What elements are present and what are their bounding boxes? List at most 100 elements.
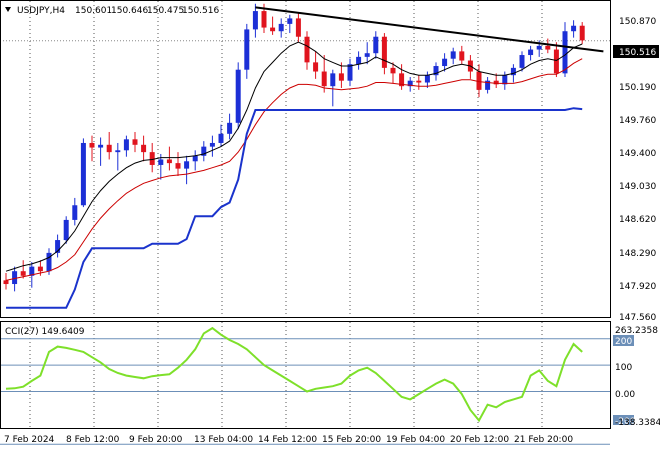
resistance-trendline: [255, 6, 604, 53]
candle-body: [115, 150, 121, 153]
candle-body: [106, 144, 112, 153]
candle-body: [72, 205, 78, 220]
candle-body: [476, 71, 482, 90]
candle-body: [416, 80, 422, 83]
candle-body: [579, 25, 585, 41]
current-price-label: 150.516: [619, 48, 656, 58]
price-tick-label: 149.760: [619, 116, 656, 126]
time-label: 19 Feb 04:00: [386, 435, 445, 445]
time-label: 7 Feb 2024: [4, 435, 55, 445]
price-tick-label: 150.190: [619, 83, 656, 93]
candle-body: [536, 45, 542, 50]
candle-body: [270, 27, 276, 32]
cci-level-label: -200: [615, 417, 636, 427]
candle-body: [313, 62, 319, 72]
candle-body: [141, 144, 147, 153]
candle-body: [80, 142, 86, 206]
candle-body: [166, 159, 172, 164]
cci-level-label: 0.00: [615, 390, 635, 400]
candle-body: [235, 69, 241, 123]
time-label: 9 Feb 20:00: [129, 435, 183, 445]
price-axis: 150.870 150.190 149.760 149.400 149.030 …: [613, 17, 659, 323]
time-label: 21 Feb 20:00: [514, 435, 573, 445]
candle-body: [304, 36, 310, 63]
candle-body: [227, 122, 233, 134]
candle-body: [55, 240, 61, 253]
candle-body: [519, 55, 525, 68]
candle-body: [149, 152, 155, 165]
candle-body: [510, 67, 516, 76]
price-tick-label: 149.400: [619, 149, 656, 159]
symbol-label: USDJPY,H4: [17, 6, 65, 16]
cci-label: CCI(27) 149.6409: [5, 327, 85, 337]
price-tick-label: 149.030: [619, 182, 656, 192]
low-value: 150.475: [147, 6, 184, 16]
cci-level-label: 100: [615, 363, 632, 373]
moving-average-lines: [5, 6, 604, 309]
cci-series: [5, 326, 583, 423]
candle-body: [381, 36, 387, 68]
candle-body: [390, 67, 396, 74]
cci-axis-min: -138.3384: [615, 418, 660, 428]
candle-body: [278, 23, 284, 32]
price-tick-label: 147.560: [619, 313, 656, 323]
candle-body: [407, 80, 413, 87]
cci-line: [5, 326, 583, 423]
candle-body: [485, 80, 491, 90]
candle-body: [252, 11, 258, 30]
candle-body: [218, 133, 224, 143]
candle-body: [158, 159, 164, 165]
candle-body: [399, 73, 405, 87]
candle-body: [502, 75, 508, 85]
candle-body: [12, 271, 18, 285]
candle-body: [571, 25, 577, 32]
cci-level-label: 200: [615, 337, 632, 347]
indicator-labels: CCI(27) 149.6409 263.2358 200 100 0.00 -…: [5, 326, 660, 428]
open-value: 150.601: [75, 6, 112, 16]
candle-body: [433, 66, 439, 76]
time-label: 15 Feb 20:00: [322, 435, 381, 445]
candle-body: [98, 144, 104, 148]
candle-body: [356, 56, 362, 65]
price-tick-label: 148.620: [619, 215, 656, 225]
candle-body: [209, 142, 215, 147]
candle-body: [63, 219, 69, 241]
level-badge-minus200: [613, 415, 634, 425]
candle-body: [528, 49, 534, 56]
candle-body: [553, 49, 559, 74]
current-price-badge: [613, 45, 659, 58]
time-label: 13 Feb 04:00: [194, 435, 253, 445]
candle-body: [287, 18, 293, 24]
time-label: 20 Feb 12:00: [450, 435, 509, 445]
candle-body: [37, 266, 43, 272]
indicator-panel-frame: [0, 321, 611, 429]
candle-body: [184, 161, 190, 169]
candle-body: [364, 53, 370, 57]
time-label: 14 Feb 12:00: [258, 435, 317, 445]
candle-body: [493, 80, 499, 85]
price-tick-label: 148.290: [619, 249, 656, 259]
price-tick-label: 150.870: [619, 17, 656, 27]
candle-body: [132, 139, 138, 145]
candle-body: [338, 73, 344, 81]
candle-body: [192, 155, 198, 162]
candle-body: [545, 45, 551, 50]
cci-axis-max: 263.2358: [615, 326, 658, 336]
candle-body: [89, 142, 95, 148]
price-tick-label: 147.920: [619, 282, 656, 292]
candle-body: [261, 11, 267, 28]
candle-body: [321, 71, 327, 87]
time-axis: 7 Feb 2024 8 Feb 12:00 9 Feb 20:00 13 Fe…: [4, 435, 573, 445]
candle-body: [373, 36, 379, 54]
candle-body: [562, 31, 568, 74]
candlestick-series: [3, 3, 585, 292]
candle-body: [424, 75, 430, 83]
main-grid: [0, 1, 610, 317]
candle-body: [123, 139, 129, 151]
candle-body: [295, 18, 301, 37]
candle-body: [450, 51, 456, 59]
triangle-down-icon[interactable]: [5, 7, 11, 12]
